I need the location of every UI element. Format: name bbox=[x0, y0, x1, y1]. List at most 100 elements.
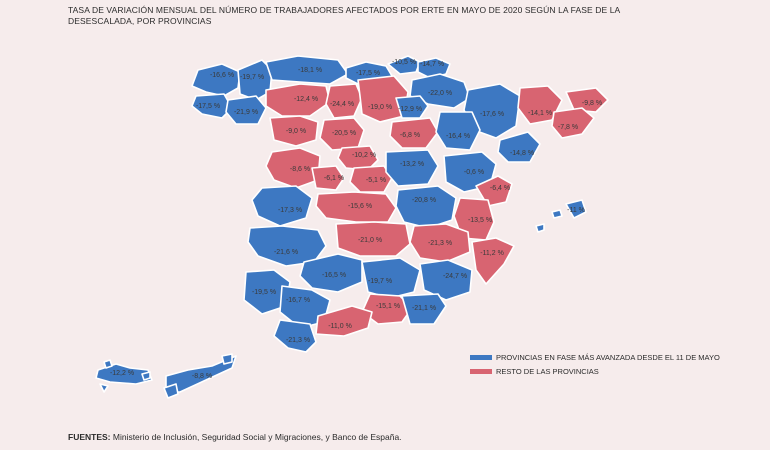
province-value-label: -6,8 % bbox=[400, 132, 420, 139]
province-layer bbox=[95, 55, 609, 399]
province-value-label: -7,8 % bbox=[558, 124, 578, 131]
legend-swatch-advanced bbox=[470, 355, 492, 360]
province-shape bbox=[349, 165, 393, 193]
province-value-label: -19,7 % bbox=[368, 278, 392, 285]
island-shape bbox=[551, 209, 563, 219]
province-shape bbox=[299, 253, 363, 293]
province-value-label: -8,6 % bbox=[290, 166, 310, 173]
province-value-label: -19,0 % bbox=[368, 104, 392, 111]
legend: PROVINCIAS EN FASE MÁS AVANZADA DESDE EL… bbox=[470, 351, 720, 379]
legend-label-rest: RESTO DE LAS PROVINCIAS bbox=[496, 367, 599, 376]
province-shape bbox=[565, 199, 587, 219]
province-value-label: -15,6 % bbox=[348, 203, 372, 210]
province-shape bbox=[315, 191, 397, 223]
province-value-label: -6,4 % bbox=[490, 185, 510, 192]
province-value-label: -13,2 % bbox=[400, 161, 424, 168]
province-shape bbox=[361, 257, 421, 299]
province-shape bbox=[435, 111, 481, 151]
province-shape bbox=[385, 149, 439, 187]
label-layer: -16,6 % -19,7 % -18,1 % -17,5 % -10,5 % -14,7… bbox=[110, 59, 602, 380]
province-value-label: -16,6 % bbox=[210, 72, 234, 79]
province-value-label: -9,0 % bbox=[286, 128, 306, 135]
province-value-label: -17,3 % bbox=[278, 207, 302, 214]
province-value-label: -21,3 % bbox=[286, 337, 310, 344]
province-shape bbox=[419, 259, 473, 301]
province-shape bbox=[191, 93, 233, 119]
province-shape bbox=[551, 107, 595, 139]
province-value-label: -18,1 % bbox=[298, 67, 322, 74]
province-value-label: -22,0 % bbox=[428, 90, 452, 97]
province-value-label: -17,5 % bbox=[356, 70, 380, 77]
sources-text: Ministerio de Inclusión, Seguridad Socia… bbox=[110, 432, 402, 442]
legend-item-advanced: PROVINCIAS EN FASE MÁS AVANZADA DESDE EL… bbox=[470, 351, 720, 364]
province-value-label: -16,5 % bbox=[322, 272, 346, 279]
province-value-label: -9,8 % bbox=[582, 100, 602, 107]
province-value-label: -12,4 % bbox=[294, 96, 318, 103]
province-shape bbox=[395, 95, 429, 119]
province-shape bbox=[251, 185, 313, 227]
province-shape bbox=[401, 293, 447, 325]
province-shape bbox=[335, 221, 411, 257]
province-shape bbox=[517, 85, 563, 125]
province-shape bbox=[357, 75, 409, 123]
province-shape bbox=[311, 165, 345, 191]
province-value-label: -0,6 % bbox=[464, 169, 484, 176]
province-value-label: -19,5 % bbox=[252, 289, 276, 296]
province-shape bbox=[265, 83, 331, 117]
province-value-label: -21,9 % bbox=[234, 109, 258, 116]
province-shape bbox=[95, 363, 153, 385]
island-shape bbox=[221, 353, 233, 365]
province-value-label: -14,7 % bbox=[420, 61, 444, 68]
province-shape bbox=[265, 55, 349, 85]
legend-label-advanced: PROVINCIAS EN FASE MÁS AVANZADA DESDE EL… bbox=[496, 353, 720, 362]
province-value-label: -11,0 % bbox=[328, 323, 352, 330]
province-shape bbox=[395, 185, 457, 229]
province-value-label: -17,6 % bbox=[480, 111, 504, 118]
province-value-label: -16,4 % bbox=[446, 133, 470, 140]
province-shape bbox=[389, 117, 439, 149]
island-shape bbox=[99, 383, 109, 393]
province-value-label: -13,5 % bbox=[468, 217, 492, 224]
province-value-label: -17,5 % bbox=[196, 103, 220, 110]
province-value-label: -14,8 % bbox=[510, 150, 534, 157]
province-value-label: -6,1 % bbox=[324, 175, 344, 182]
province-value-label: -11 % bbox=[567, 207, 585, 214]
province-value-label: -12,2 % bbox=[110, 370, 134, 377]
province-shape bbox=[191, 63, 241, 97]
province-value-label: -21,3 % bbox=[428, 240, 452, 247]
province-value-label: -15,1 % bbox=[376, 303, 400, 310]
province-value-label: -12,9 % bbox=[398, 106, 422, 113]
province-value-label: -24,4 % bbox=[330, 101, 354, 108]
province-value-label: -14,1 % bbox=[528, 110, 552, 117]
province-shape bbox=[497, 131, 541, 163]
province-shape bbox=[325, 83, 363, 119]
province-value-label: -21,1 % bbox=[412, 305, 436, 312]
legend-swatch-rest bbox=[470, 369, 492, 374]
legend-item-rest: RESTO DE LAS PROVINCIAS bbox=[470, 365, 720, 378]
province-shape bbox=[471, 237, 515, 285]
province-value-label: -20,5 % bbox=[332, 130, 356, 137]
province-shape bbox=[565, 87, 609, 113]
province-value-label: -10,5 % bbox=[392, 59, 416, 66]
province-value-label: -20,8 % bbox=[412, 197, 436, 204]
sources: FUENTES: Ministerio de Inclusión, Seguri… bbox=[68, 432, 402, 442]
province-shape bbox=[269, 115, 319, 147]
province-value-label: -21,6 % bbox=[274, 249, 298, 256]
sources-label: FUENTES: bbox=[68, 432, 111, 442]
map-title: TASA DE VARIACIÓN MENSUAL DEL NÚMERO DE … bbox=[68, 5, 620, 26]
province-shape bbox=[273, 319, 317, 353]
province-value-label: -8,8 % bbox=[192, 373, 212, 380]
province-shape bbox=[225, 95, 267, 125]
island-shape bbox=[535, 223, 545, 233]
province-shape bbox=[315, 305, 373, 337]
province-value-label: -5,1 % bbox=[366, 177, 386, 184]
province-value-label: -21,0 % bbox=[358, 237, 382, 244]
province-shape bbox=[417, 57, 451, 79]
island-shape bbox=[103, 359, 113, 369]
island-shape bbox=[163, 383, 179, 399]
province-shape bbox=[409, 223, 471, 263]
province-value-label: -16,7 % bbox=[286, 297, 310, 304]
province-value-label: -24,7 % bbox=[443, 273, 467, 280]
island-shape bbox=[141, 371, 151, 381]
